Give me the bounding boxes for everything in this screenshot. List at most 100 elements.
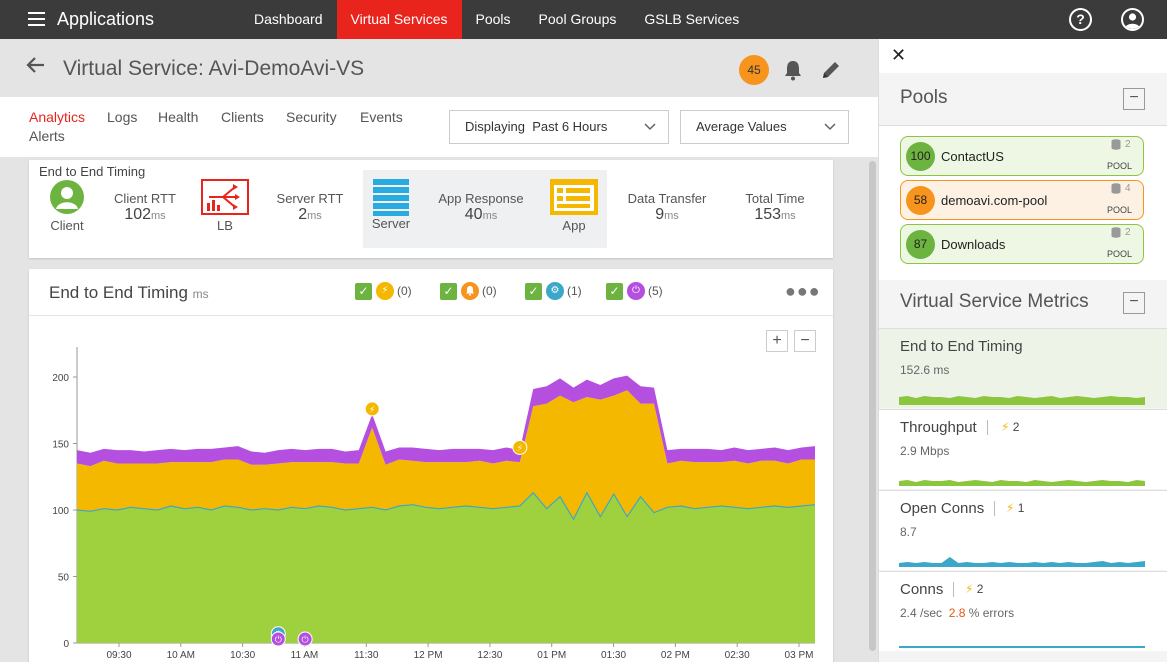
x-tick-label: 11:30 bbox=[354, 650, 379, 661]
power-icon-glyph: ⏻ bbox=[275, 635, 282, 646]
zoom-in-button[interactable]: + bbox=[766, 330, 788, 352]
chevron-down-icon bbox=[824, 111, 836, 143]
client-node: Client bbox=[43, 179, 91, 233]
pools-list: 100 ContactUS 2 POOL 58 demoavi.com-pool… bbox=[879, 125, 1167, 280]
user-icon[interactable] bbox=[1121, 8, 1144, 31]
metric-value: 2.4 /sec 2.8 % errors bbox=[900, 606, 1015, 620]
metric-sparkline bbox=[899, 396, 1145, 405]
panel-close-row: ✕ bbox=[879, 39, 1167, 73]
nav-dashboard[interactable]: Dashboard bbox=[254, 11, 323, 27]
metric-error-label: % errors bbox=[968, 606, 1015, 620]
metrics-collapse-button[interactable]: − bbox=[1123, 292, 1145, 314]
sparkline-area bbox=[899, 646, 1145, 648]
right-side-panel: ✕ Pools − 100 ContactUS 2 POOL 58 demoav… bbox=[878, 39, 1167, 662]
legend-system-checkbox[interactable]: ✓ bbox=[606, 282, 623, 300]
hamburger-menu-icon[interactable] bbox=[28, 12, 45, 26]
tab-clients[interactable]: Clients bbox=[221, 109, 264, 125]
total-time-unit: ms bbox=[781, 210, 796, 222]
pool-item-contactus[interactable]: 100 ContactUS 2 POOL bbox=[900, 136, 1144, 176]
legend-alert-checkbox[interactable]: ✓ bbox=[440, 282, 457, 300]
metrics-section-title: Virtual Service Metrics bbox=[900, 291, 1089, 312]
tab-analytics[interactable]: Analytics bbox=[29, 109, 86, 125]
alert-count-badge[interactable]: 45 bbox=[739, 55, 769, 85]
timing-chart-card: End to End Timing ms ✓ ⚡ (0) ✓ (0) ✓ ⚙ (… bbox=[29, 269, 833, 662]
help-icon[interactable]: ? bbox=[1069, 8, 1092, 31]
pool-health-score: 58 bbox=[906, 186, 935, 215]
x-tick-label: 03 PM bbox=[785, 650, 814, 661]
metric-open-conns[interactable]: Open Conns ⚡ 1 8.7 bbox=[879, 490, 1167, 570]
value-mode-dropdown[interactable]: Average Values bbox=[680, 110, 849, 144]
y-tick-label: 150 bbox=[52, 440, 69, 451]
x-tick-label: 01:30 bbox=[601, 650, 626, 661]
database-icon bbox=[1111, 227, 1121, 238]
x-tick-label: 10 AM bbox=[167, 650, 195, 661]
back-arrow-icon[interactable] bbox=[26, 55, 46, 81]
server-rtt-unit: ms bbox=[307, 210, 322, 222]
legend-config-checkbox[interactable]: ✓ bbox=[525, 282, 542, 300]
pool-item-demoavi[interactable]: 58 demoavi.com-pool 4 POOL bbox=[900, 180, 1144, 220]
legend-system-count: (5) bbox=[648, 284, 663, 298]
lb-label: LB bbox=[217, 218, 233, 233]
metric-conns[interactable]: Conns ⚡ 2 2.4 /sec 2.8 % errors bbox=[879, 571, 1167, 651]
metric-alert-count: ⚡ 2 bbox=[1001, 420, 1020, 434]
time-range-dropdown[interactable]: Displaying Past 6 Hours bbox=[449, 110, 669, 144]
close-icon[interactable]: ✕ bbox=[891, 45, 907, 65]
more-options-icon[interactable]: ●●● bbox=[785, 281, 821, 301]
nav-virtual-services[interactable]: Virtual Services bbox=[336, 0, 462, 39]
total-time-metric: Total Time 153ms bbox=[729, 191, 821, 224]
server-node: Server bbox=[367, 179, 415, 231]
pool-server-count: 2 bbox=[1125, 227, 1131, 238]
tab-events[interactable]: Events bbox=[360, 109, 403, 125]
pool-item-downloads[interactable]: 87 Downloads 2 POOL bbox=[900, 224, 1144, 264]
metric-throughput[interactable]: Throughput ⚡ 2 2.9 Mbps bbox=[879, 409, 1167, 489]
metric-end-to-end-timing[interactable]: End to End Timing 152.6 ms bbox=[879, 328, 1167, 408]
chevron-down-icon bbox=[644, 111, 656, 143]
timing-area-chart[interactable]: 0 50 100 150 200 09:30 10 AM 10:30 11 AM 11:30 12 … bbox=[29, 269, 833, 662]
bell-icon[interactable] bbox=[783, 59, 803, 81]
chart-title-text: End to End Timing bbox=[49, 283, 188, 302]
metric-value: 2.9 Mbps bbox=[900, 444, 950, 458]
tab-health[interactable]: Health bbox=[158, 109, 199, 125]
app-response-unit: ms bbox=[482, 210, 498, 222]
server-rtt-value: 2 bbox=[298, 206, 308, 223]
tab-security[interactable]: Security bbox=[286, 109, 337, 125]
vs-tabs-row: Analytics Logs Health Clients Security E… bbox=[0, 97, 878, 157]
legend-config-count: (1) bbox=[567, 284, 582, 298]
sparkline-area bbox=[899, 396, 1145, 405]
legend-bolt-count: (0) bbox=[397, 284, 412, 298]
chart-divider bbox=[29, 315, 833, 316]
metric-value: 8.7 bbox=[900, 525, 917, 539]
data-transfer-metric: Data Transfer 9ms bbox=[617, 191, 717, 224]
nav-pools[interactable]: Pools bbox=[475, 11, 511, 27]
area-series-2 bbox=[77, 375, 815, 467]
gear-icon: ⚙ bbox=[546, 282, 564, 300]
pools-collapse-button[interactable]: − bbox=[1123, 88, 1145, 110]
tab-logs[interactable]: Logs bbox=[107, 109, 138, 125]
x-tick-label: 02 PM bbox=[661, 650, 690, 661]
x-tick-label: 02:30 bbox=[725, 650, 750, 661]
edit-pencil-icon[interactable] bbox=[820, 59, 842, 81]
app-response-metric: App Response 40ms bbox=[431, 191, 531, 224]
client-rtt-metric: Client RTT 102ms bbox=[105, 191, 185, 224]
database-icon bbox=[1111, 139, 1121, 150]
metric-name: Conns bbox=[900, 581, 944, 598]
pool-name: Downloads bbox=[941, 237, 1006, 252]
pool-health-score: 100 bbox=[906, 142, 935, 171]
content-scrollbar[interactable] bbox=[866, 157, 878, 662]
legend-bolt-checkbox[interactable]: ✓ bbox=[355, 282, 372, 300]
pool-health-score: 87 bbox=[906, 230, 935, 259]
app-response-value: 40 bbox=[464, 206, 483, 223]
zoom-out-button[interactable]: − bbox=[794, 330, 816, 352]
metric-separator bbox=[953, 582, 954, 597]
nav-pool-groups[interactable]: Pool Groups bbox=[538, 11, 617, 27]
bell-icon bbox=[461, 282, 479, 300]
total-time-label: Total Time bbox=[745, 191, 805, 206]
area-series-1 bbox=[77, 390, 815, 520]
nav-gslb-services[interactable]: GSLB Services bbox=[644, 11, 740, 27]
pools-section-title: Pools bbox=[900, 87, 948, 108]
metric-separator bbox=[994, 501, 995, 516]
power-icon: ⏻ bbox=[627, 282, 645, 300]
client-icon bbox=[50, 180, 84, 214]
client-rtt-label: Client RTT bbox=[114, 191, 176, 206]
tab-alerts[interactable]: Alerts bbox=[29, 128, 65, 144]
